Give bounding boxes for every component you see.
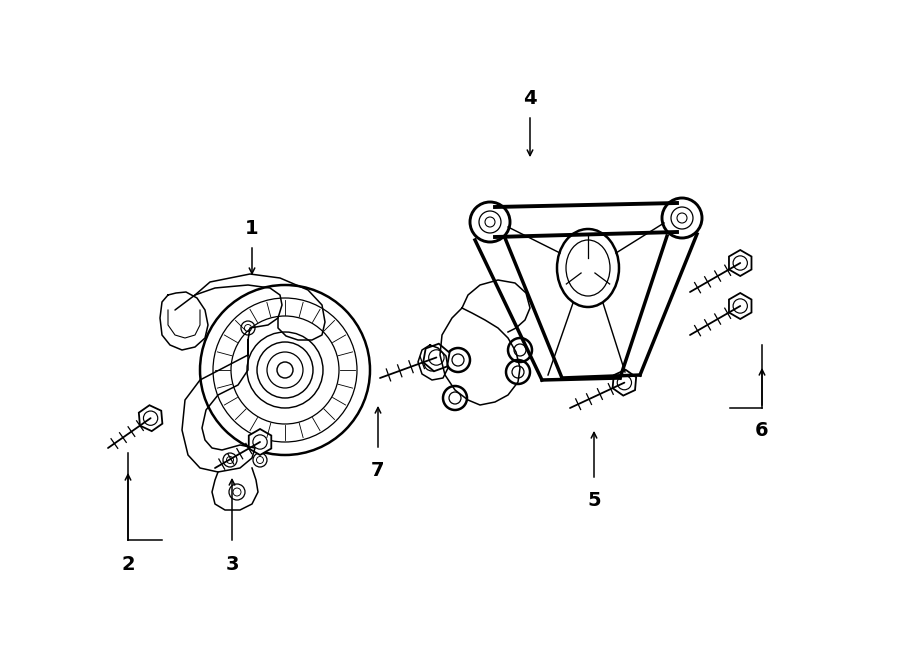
Polygon shape (423, 344, 449, 371)
Text: 1: 1 (245, 219, 259, 237)
Polygon shape (729, 250, 751, 276)
Text: 6: 6 (755, 420, 769, 440)
Polygon shape (248, 429, 271, 455)
Text: 5: 5 (587, 490, 601, 510)
Text: 7: 7 (371, 461, 385, 479)
Text: 3: 3 (225, 555, 238, 574)
Polygon shape (729, 293, 751, 319)
Polygon shape (613, 369, 636, 395)
Polygon shape (139, 405, 162, 431)
Circle shape (277, 362, 293, 378)
Text: 2: 2 (122, 555, 135, 574)
Text: 4: 4 (523, 89, 536, 108)
